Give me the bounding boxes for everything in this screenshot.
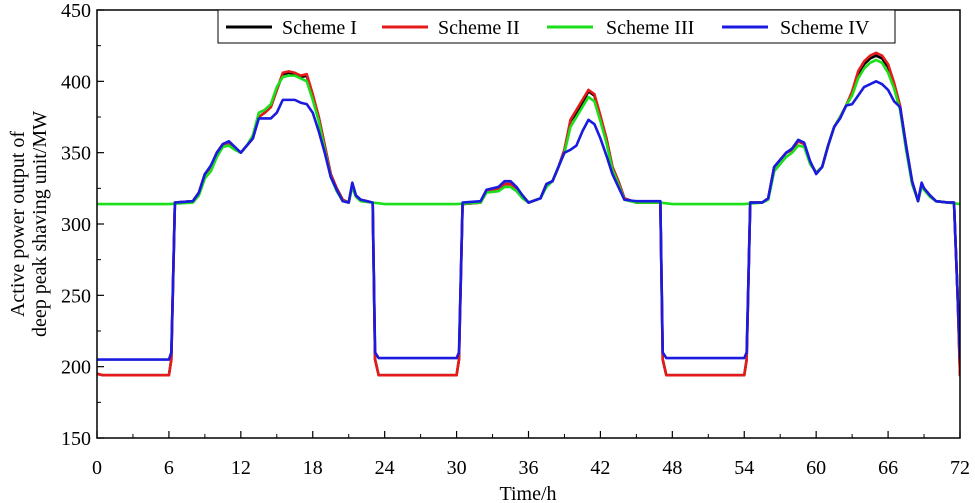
legend-label-scheme-4: Scheme IV bbox=[780, 17, 870, 39]
series-line-scheme-2 bbox=[97, 51, 960, 377]
x-tick-label: 24 bbox=[375, 457, 395, 479]
y-axis-title-line-1: Active power output of bbox=[7, 131, 29, 317]
x-tick-label: 36 bbox=[519, 457, 539, 479]
y-tick-label: 350 bbox=[61, 143, 91, 165]
y-axis: 150 200 250 300 350 400 450 bbox=[61, 0, 104, 450]
y-tick-label: 300 bbox=[61, 214, 91, 236]
series-line-scheme-1 bbox=[97, 54, 960, 377]
x-tick-label: 30 bbox=[447, 457, 467, 479]
y-tick-label: 400 bbox=[61, 71, 91, 93]
series-line-scheme-4 bbox=[97, 80, 960, 361]
legend-label-scheme-2: Scheme II bbox=[438, 17, 520, 39]
x-axis: 0 6 12 18 24 30 36 42 48 54 60 66 72 bbox=[92, 431, 970, 479]
plot-area bbox=[96, 9, 961, 439]
x-tick-label: 12 bbox=[231, 457, 251, 479]
y-axis-title-line-2: deep peak shaving unit/MW bbox=[29, 111, 51, 337]
x-tick-label: 42 bbox=[590, 457, 610, 479]
x-tick-label: 0 bbox=[92, 457, 102, 479]
legend: Scheme I Scheme II Scheme III Scheme IV bbox=[217, 9, 896, 44]
plot-frame bbox=[96, 9, 961, 439]
series-line-scheme-3 bbox=[97, 58, 960, 206]
legend-label-scheme-1: Scheme I bbox=[282, 17, 357, 39]
x-tick-label: 54 bbox=[734, 457, 754, 479]
x-tick-label: 6 bbox=[164, 457, 174, 479]
x-tick-label: 72 bbox=[950, 457, 970, 479]
x-tick-label: 48 bbox=[662, 457, 682, 479]
y-tick-label: 150 bbox=[61, 428, 91, 450]
y-tick-label: 250 bbox=[61, 285, 91, 307]
x-tick-label: 66 bbox=[878, 457, 898, 479]
legend-label-scheme-3: Scheme III bbox=[606, 17, 694, 39]
x-tick-label: 18 bbox=[303, 457, 323, 479]
x-tick-label: 60 bbox=[806, 457, 826, 479]
y-tick-label: 450 bbox=[61, 0, 91, 22]
x-axis-title: Time/h bbox=[499, 483, 556, 503]
series-group bbox=[97, 51, 960, 377]
y-tick-label: 200 bbox=[61, 357, 91, 379]
